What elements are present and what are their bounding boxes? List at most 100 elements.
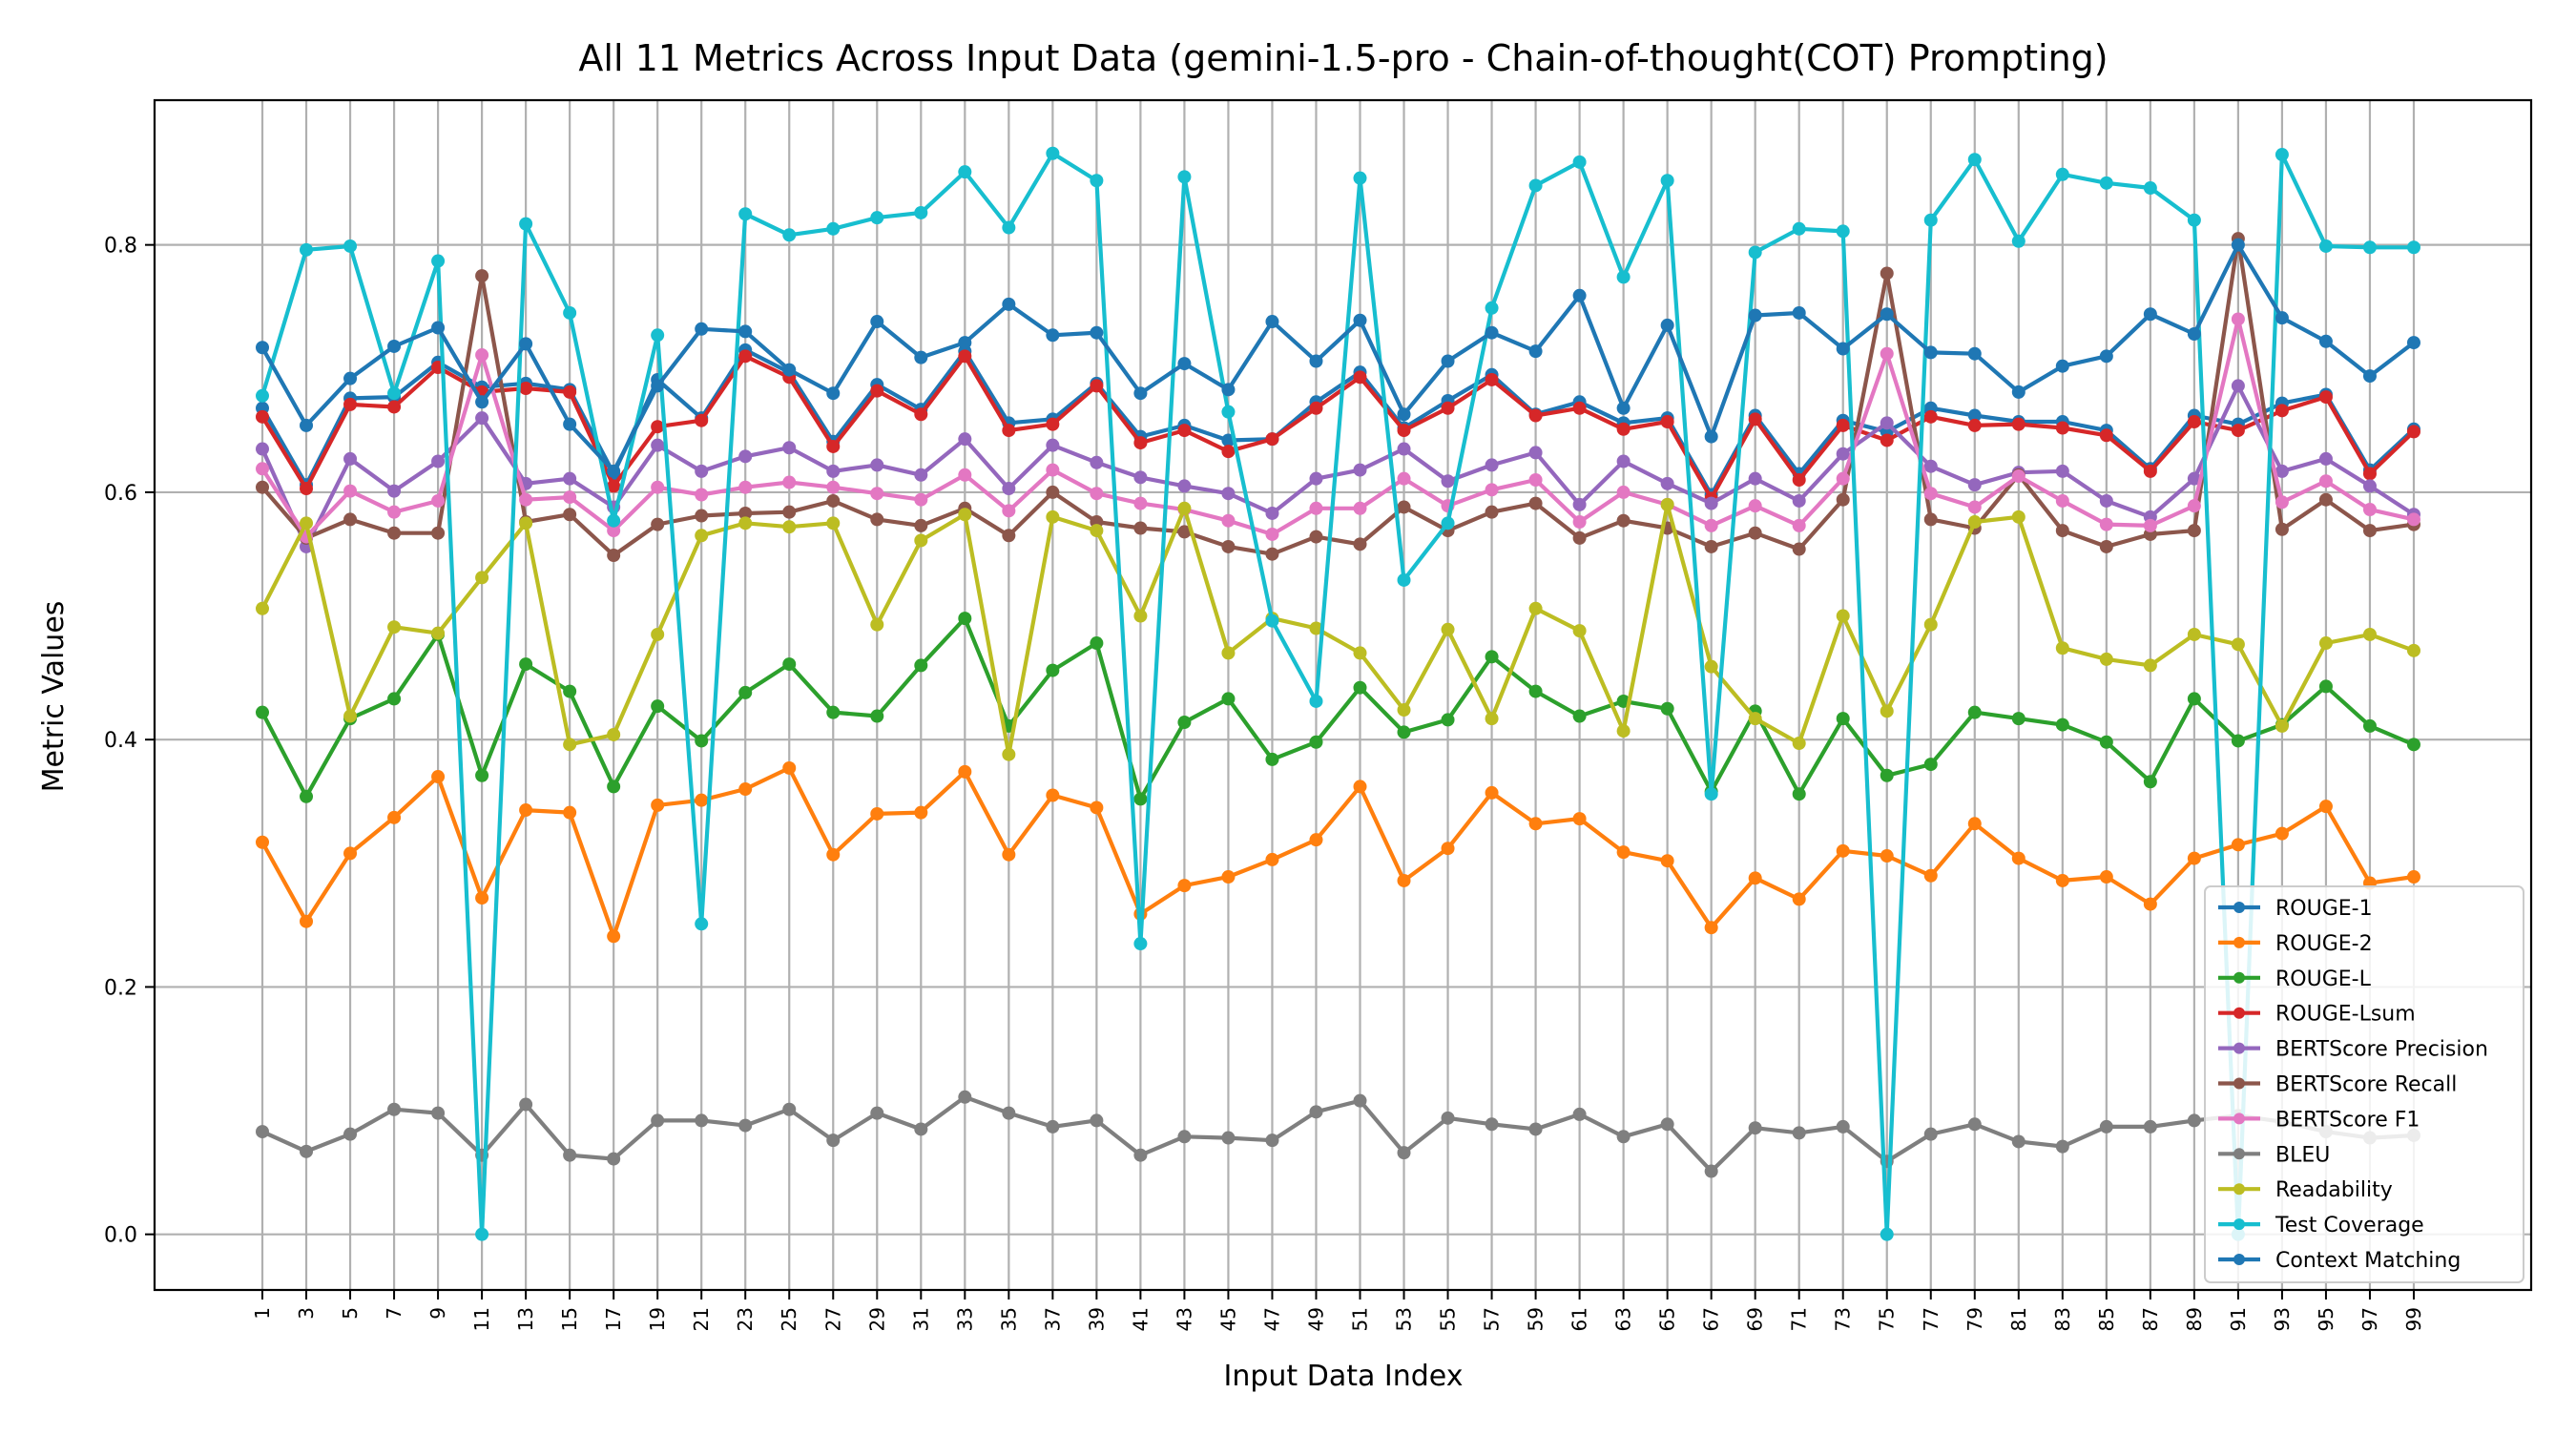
data-point [563,305,577,320]
data-point [1397,1146,1411,1160]
x-tick-label: 75 [1876,1307,1899,1331]
x-tick-label: 1 [251,1307,274,1320]
data-point [1967,153,1982,167]
data-point [1133,1148,1148,1162]
data-point [651,480,665,494]
data-point [958,1090,972,1104]
data-point [563,684,577,698]
data-point [1528,1122,1543,1136]
data-point [607,929,621,944]
data-point [1660,497,1674,511]
data-point [1090,636,1104,651]
data-point [1572,812,1587,826]
data-point [2318,451,2333,466]
data-point [738,449,753,464]
data-point [1528,684,1543,698]
data-point [1353,680,1367,695]
data-point [1660,476,1674,490]
data-point [2143,464,2157,478]
data-point [1792,787,1806,801]
data-point [1836,843,1850,858]
data-point [2055,1139,2069,1154]
data-point [2406,512,2420,527]
data-point [1660,415,1674,429]
data-point [2362,479,2377,493]
data-point [1836,224,1850,239]
data-point [2143,897,2157,911]
data-point [2275,826,2289,841]
data-point [2406,425,2420,439]
data-point [2406,738,2420,752]
x-tick-label: 43 [1173,1307,1195,1331]
data-point [256,388,269,403]
data-point [2143,775,2157,789]
data-point [2318,239,2333,253]
data-point [1002,424,1016,438]
data-point [1046,485,1060,499]
data-point [1353,646,1367,660]
data-point [1572,497,1587,511]
data-point [1616,422,1631,436]
data-point [2275,495,2289,510]
data-point [1923,213,1938,227]
data-point [387,692,402,706]
y-tick-label: 0.8 [104,235,137,259]
data-point [2187,692,2201,706]
data-point [1309,501,1323,515]
data-point [695,793,709,807]
data-point [256,601,269,615]
data-point [300,242,314,257]
y-axis: 0.0 0.2 0.4 0.6 0.8 [104,235,155,1248]
data-point [2231,637,2245,652]
x-tick-label: 39 [1085,1307,1108,1331]
data-point [2187,471,2201,486]
data-point [1221,870,1236,884]
data-point [1090,487,1104,501]
data-point [2011,1134,2025,1149]
data-point [1880,704,1894,718]
x-tick-label: 11 [470,1307,493,1331]
x-tick-label: 7 [383,1307,405,1320]
data-point [2099,349,2113,364]
data-point [1485,372,1499,386]
data-point [2099,539,2113,553]
data-point [1748,526,1762,540]
data-point [431,526,446,540]
data-point [1485,458,1499,472]
legend-label: BLEU [2275,1143,2330,1167]
data-point [2275,311,2289,325]
x-tick-label: 69 [1744,1307,1767,1331]
series-rouge-lsum [256,349,2420,506]
legend-marker [2233,1183,2245,1196]
data-point [2055,167,2069,181]
legend-label: BERTScore Precision [2275,1038,2488,1062]
data-point [958,165,972,179]
data-point [1002,747,1016,761]
data-point [1967,1117,1982,1132]
data-point [256,835,269,849]
data-point [2362,240,2377,255]
data-point [2275,718,2289,733]
data-point [1441,516,1455,530]
data-point [1792,518,1806,532]
x-tick-label: 95 [2315,1307,2337,1331]
data-point [1967,478,1982,492]
data-point [1660,318,1674,332]
data-point [1572,515,1587,530]
x-tick-label: 27 [821,1307,844,1331]
data-point [1265,614,1279,628]
data-point [1221,513,1236,528]
data-point [1880,433,1894,447]
data-point [2055,464,2069,478]
data-point [1002,482,1016,496]
data-point [914,533,928,548]
data-point [343,846,358,861]
data-point [519,492,533,507]
x-tick-label: 47 [1260,1307,1283,1331]
data-point [1748,871,1762,885]
data-point [607,549,621,563]
data-point [2011,851,2025,865]
data-point [1704,659,1718,674]
data-point [782,657,797,672]
data-point [2143,181,2157,196]
